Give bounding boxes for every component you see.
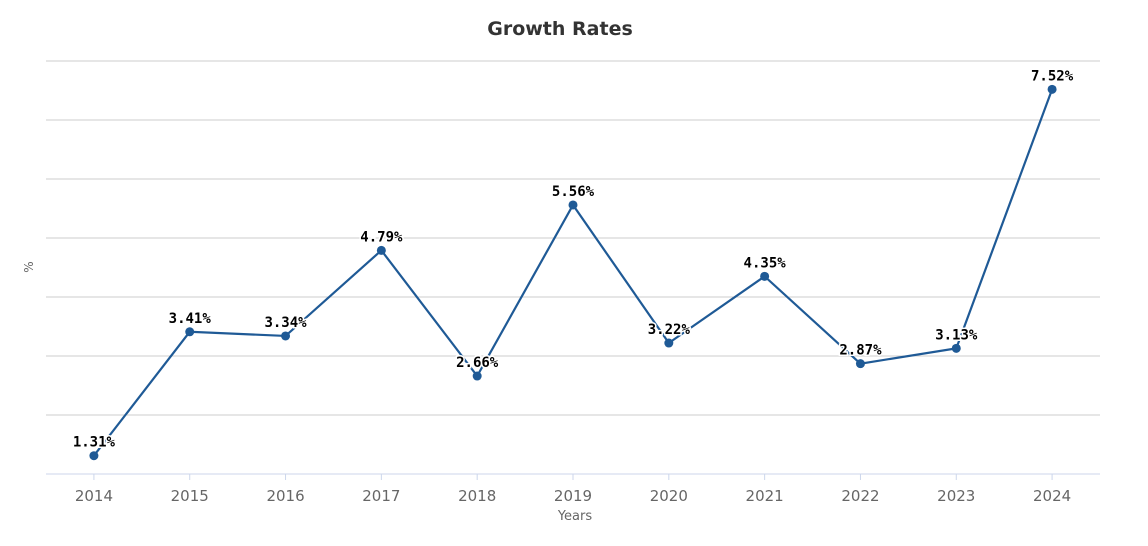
x-tick-label: 2016 xyxy=(266,487,304,505)
data-label: 4.79% xyxy=(360,229,403,245)
chart-title: Growth Rates xyxy=(487,18,633,40)
data-point xyxy=(951,343,961,353)
data-point xyxy=(855,359,865,369)
data-point xyxy=(568,200,578,210)
x-axis-label: Years xyxy=(557,509,593,524)
data-point xyxy=(376,245,386,255)
data-label: 1.31% xyxy=(73,435,116,451)
data-label: 2.87% xyxy=(839,343,882,359)
data-point xyxy=(664,338,674,348)
x-tick-label: 2014 xyxy=(75,487,113,505)
data-label: 3.41% xyxy=(169,311,212,327)
data-label: 5.56% xyxy=(552,184,595,200)
data-point xyxy=(1047,84,1057,94)
data-label: 4.35% xyxy=(744,255,787,271)
x-tick-label: 2021 xyxy=(746,487,784,505)
data-label: 3.34% xyxy=(264,315,307,331)
data-point xyxy=(185,327,195,337)
x-tick-label: 2017 xyxy=(362,487,400,505)
x-tick-label: 2024 xyxy=(1033,487,1071,505)
data-label: 3.22% xyxy=(648,322,691,338)
x-tick-label: 2015 xyxy=(171,487,209,505)
data-point xyxy=(89,451,99,461)
data-label: 7.52% xyxy=(1031,68,1074,84)
x-tick-label: 2019 xyxy=(554,487,592,505)
data-label: 2.66% xyxy=(456,355,499,371)
x-tick-label: 2020 xyxy=(650,487,688,505)
series-line xyxy=(93,88,1054,457)
data-point xyxy=(281,331,291,341)
data-label: 3.13% xyxy=(935,327,978,343)
x-tick-label: 2022 xyxy=(841,487,879,505)
x-tick-label: 2023 xyxy=(937,487,975,505)
x-tick-label: 2018 xyxy=(458,487,496,505)
data-point xyxy=(760,271,770,281)
data-point xyxy=(472,371,482,381)
y-axis-label: % xyxy=(22,261,36,272)
